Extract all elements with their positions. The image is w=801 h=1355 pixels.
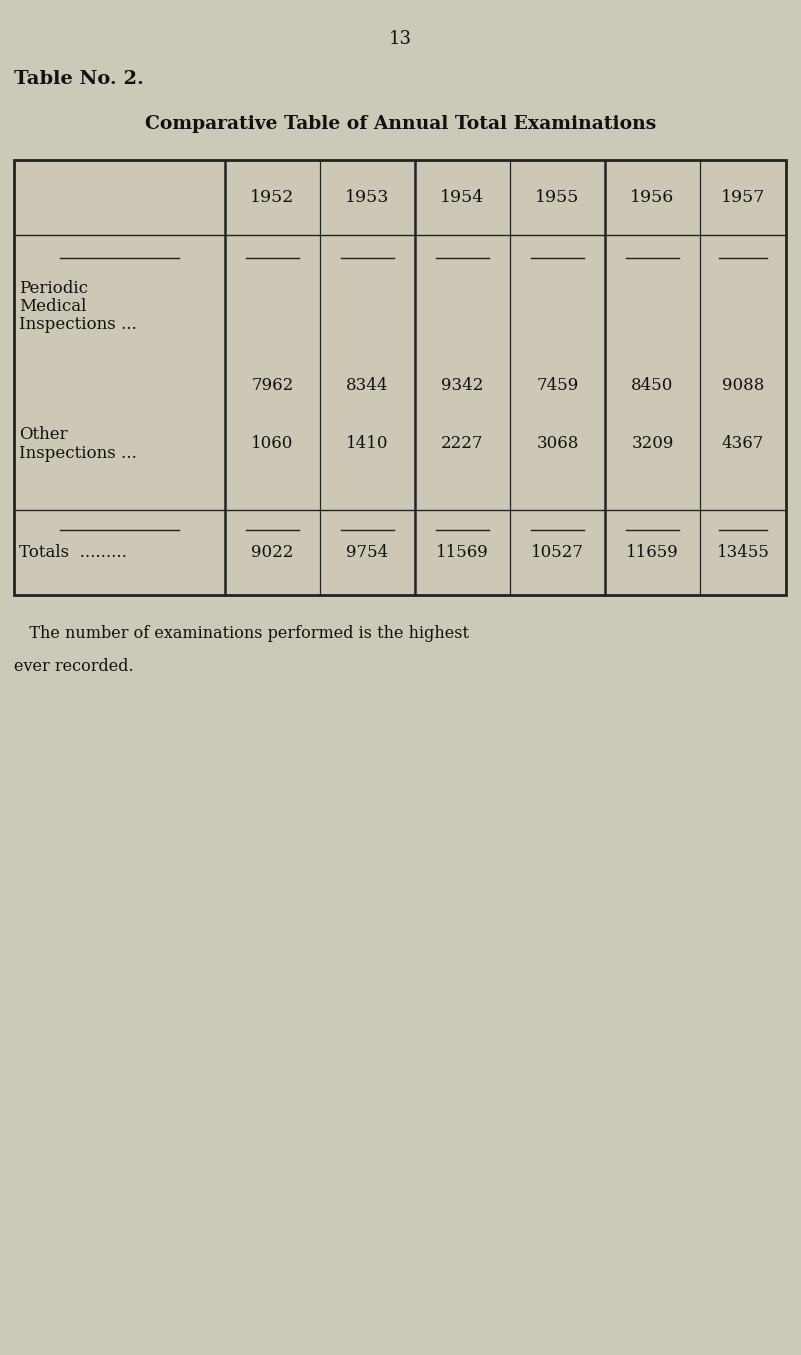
Text: 2227: 2227: [441, 435, 484, 453]
Text: 1952: 1952: [250, 188, 295, 206]
Text: 9342: 9342: [441, 378, 484, 394]
Text: 3209: 3209: [631, 435, 674, 453]
Text: 1410: 1410: [346, 435, 388, 453]
Text: Inspections ...: Inspections ...: [19, 316, 137, 333]
Text: Other: Other: [19, 425, 67, 443]
Text: Medical: Medical: [19, 298, 87, 314]
Text: 4367: 4367: [722, 435, 764, 453]
Text: 8450: 8450: [631, 378, 674, 394]
Text: 13455: 13455: [717, 543, 770, 561]
Text: Inspections ...: Inspections ...: [19, 446, 137, 462]
Text: 11569: 11569: [436, 543, 489, 561]
Text: 3068: 3068: [537, 435, 578, 453]
Text: 1955: 1955: [535, 188, 580, 206]
Text: 8344: 8344: [346, 378, 388, 394]
Text: ever recorded.: ever recorded.: [14, 659, 134, 675]
Text: Periodic: Periodic: [19, 280, 88, 297]
Text: 9022: 9022: [252, 543, 294, 561]
Text: 9754: 9754: [346, 543, 388, 561]
Text: 9088: 9088: [722, 378, 764, 394]
Text: 7962: 7962: [252, 378, 294, 394]
Text: 1953: 1953: [345, 188, 390, 206]
Text: Comparative Table of Annual Total Examinations: Comparative Table of Annual Total Examin…: [145, 115, 656, 133]
Text: 1956: 1956: [630, 188, 674, 206]
Text: 1060: 1060: [252, 435, 294, 453]
Text: The number of examinations performed is the highest: The number of examinations performed is …: [14, 625, 469, 642]
Text: 7459: 7459: [537, 378, 578, 394]
Text: 13: 13: [389, 30, 412, 47]
Text: Table No. 2.: Table No. 2.: [14, 70, 144, 88]
Text: Totals  .........: Totals .........: [19, 543, 127, 561]
Text: 11659: 11659: [626, 543, 679, 561]
Bar: [14, 160, 786, 595]
Text: 1954: 1954: [441, 188, 485, 206]
Text: 1957: 1957: [721, 188, 765, 206]
Text: 10527: 10527: [531, 543, 584, 561]
